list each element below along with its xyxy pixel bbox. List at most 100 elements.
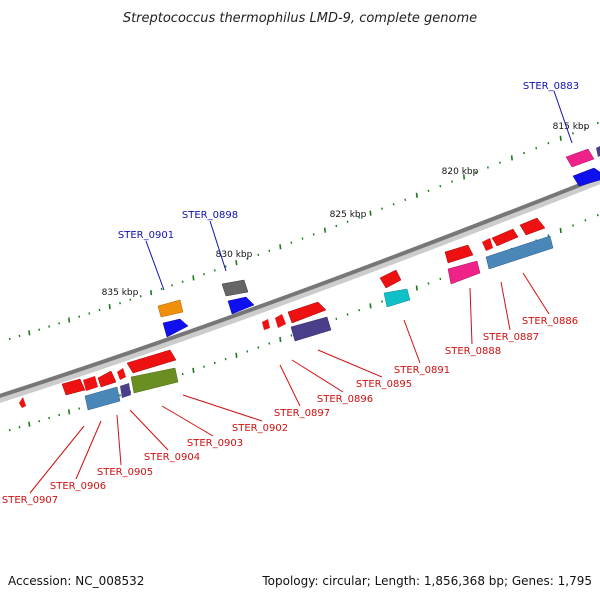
minor-tick: [290, 241, 293, 244]
leader-line-STER_0901: [145, 240, 165, 291]
minor-tick: [58, 322, 61, 325]
gene-red-0891[interactable]: [379, 269, 402, 289]
label-STER_0905[interactable]: STER_0905: [97, 467, 153, 478]
gene-STER_0895-arrow[interactable]: [287, 301, 327, 324]
minor-tick: [268, 249, 271, 253]
major-tick: [28, 421, 31, 427]
label-STER_0902[interactable]: STER_0902: [232, 423, 288, 434]
gene-STER_0906-steel[interactable]: [84, 386, 121, 411]
gene-STER_0906-arrow[interactable]: [97, 370, 117, 388]
minor-tick: [439, 277, 442, 281]
kbp-label-830: 830 kbp: [216, 250, 253, 260]
label-STER_0903[interactable]: STER_0903: [187, 438, 243, 449]
gene-STER_0898[interactable]: [221, 279, 249, 297]
minor-tick: [335, 317, 338, 321]
minor-tick: [58, 413, 61, 417]
gene-STER_0897[interactable]: [262, 319, 270, 330]
leader-line-STER_0888: [469, 287, 473, 345]
label-STER_0883[interactable]: STER_0883: [523, 81, 579, 92]
major-tick: [68, 317, 71, 323]
label-STER_0886[interactable]: STER_0886: [522, 316, 578, 327]
gene-STER_0886[interactable]: [519, 217, 546, 236]
label-STER_0891[interactable]: STER_0891: [394, 365, 450, 376]
leader-line-STER_0903: [161, 405, 214, 437]
gene-blue-835[interactable]: [162, 318, 189, 338]
label-STER_0888[interactable]: STER_0888: [445, 346, 501, 357]
gene-STER_0887[interactable]: [485, 235, 554, 270]
minor-tick: [381, 207, 383, 210]
label-STER_0896[interactable]: STER_0896: [317, 394, 373, 405]
gene-small-red-0887[interactable]: [482, 238, 493, 251]
minor-tick: [439, 184, 442, 188]
major-tick: [462, 174, 466, 180]
gene-STER_0888[interactable]: [447, 260, 481, 285]
minor-tick: [535, 146, 538, 150]
leader-line-STER_0897: [279, 364, 301, 407]
minor-tick: [596, 213, 599, 217]
minor-tick: [358, 308, 361, 312]
minor-tick: [224, 357, 227, 361]
label-STER_0906[interactable]: STER_0906: [50, 481, 106, 492]
minor-tick: [139, 294, 142, 298]
minor-tick: [346, 313, 349, 316]
minor-tick: [224, 265, 227, 268]
major-tick: [369, 210, 372, 216]
gene-STER_0902[interactable]: [126, 349, 177, 374]
minor-tick: [181, 372, 184, 376]
major-tick: [510, 155, 513, 161]
major-tick: [559, 135, 562, 141]
topology-summary-text: Topology: circular; Length: 1,856,368 bp…: [261, 574, 592, 588]
minor-tick: [381, 300, 383, 303]
gene-STER_0886-arrow[interactable]: [491, 228, 519, 247]
minor-tick: [203, 273, 205, 276]
minor-tick: [78, 407, 81, 410]
gene-STER_0891[interactable]: [383, 288, 411, 308]
minor-tick: [547, 141, 550, 145]
minor-tick: [119, 394, 121, 397]
minor-tick: [427, 189, 430, 193]
label-STER_0887[interactable]: STER_0887: [483, 332, 539, 343]
minor-tick: [392, 203, 395, 206]
major-tick: [192, 367, 195, 373]
minor-tick: [213, 361, 216, 365]
gene-STER_0883[interactable]: [565, 148, 595, 168]
label-STER_0897[interactable]: STER_0897: [274, 408, 330, 419]
gene-STER_0907[interactable]: [61, 378, 86, 396]
leader-line-STER_0905: [116, 414, 122, 466]
gene-far-left[interactable]: [19, 397, 26, 408]
gene-blue-815[interactable]: [572, 167, 600, 187]
gene-STER_0905[interactable]: [120, 383, 131, 398]
major-tick: [68, 409, 71, 415]
gene-STER_0904[interactable]: [117, 368, 126, 380]
gene-STER_0906[interactable]: [83, 376, 98, 391]
gene-STER_0896[interactable]: [275, 314, 286, 328]
leader-line-STER_0895: [317, 349, 383, 378]
minor-tick: [48, 416, 51, 420]
major-tick: [235, 352, 238, 358]
backbone-shadow: [0, 177, 600, 403]
major-tick: [323, 227, 327, 233]
label-STER_0895[interactable]: STER_0895: [356, 379, 412, 390]
label-STER_0907[interactable]: STER_0907: [2, 495, 58, 506]
minor-tick: [160, 287, 163, 291]
minor-tick: [8, 428, 11, 432]
gene-blue-830[interactable]: [227, 296, 255, 315]
gene-red-0888[interactable]: [444, 244, 474, 264]
label-STER_0901[interactable]: STER_0901: [118, 230, 174, 241]
minor-tick: [451, 180, 454, 183]
minor-tick: [98, 308, 101, 312]
minor-tick: [257, 253, 260, 257]
gene-STER_0901[interactable]: [157, 299, 184, 318]
major-tick: [415, 192, 418, 198]
minor-tick: [572, 132, 574, 135]
gene-pink-adjacent[interactable]: [596, 146, 600, 157]
label-STER_0898[interactable]: STER_0898: [182, 210, 238, 221]
gene-STER_0895[interactable]: [290, 316, 332, 342]
minor-tick: [358, 216, 361, 219]
gene-STER_0903[interactable]: [130, 367, 179, 394]
major-tick: [415, 285, 418, 291]
label-STER_0904[interactable]: STER_0904: [144, 452, 200, 463]
minor-tick: [547, 234, 550, 237]
